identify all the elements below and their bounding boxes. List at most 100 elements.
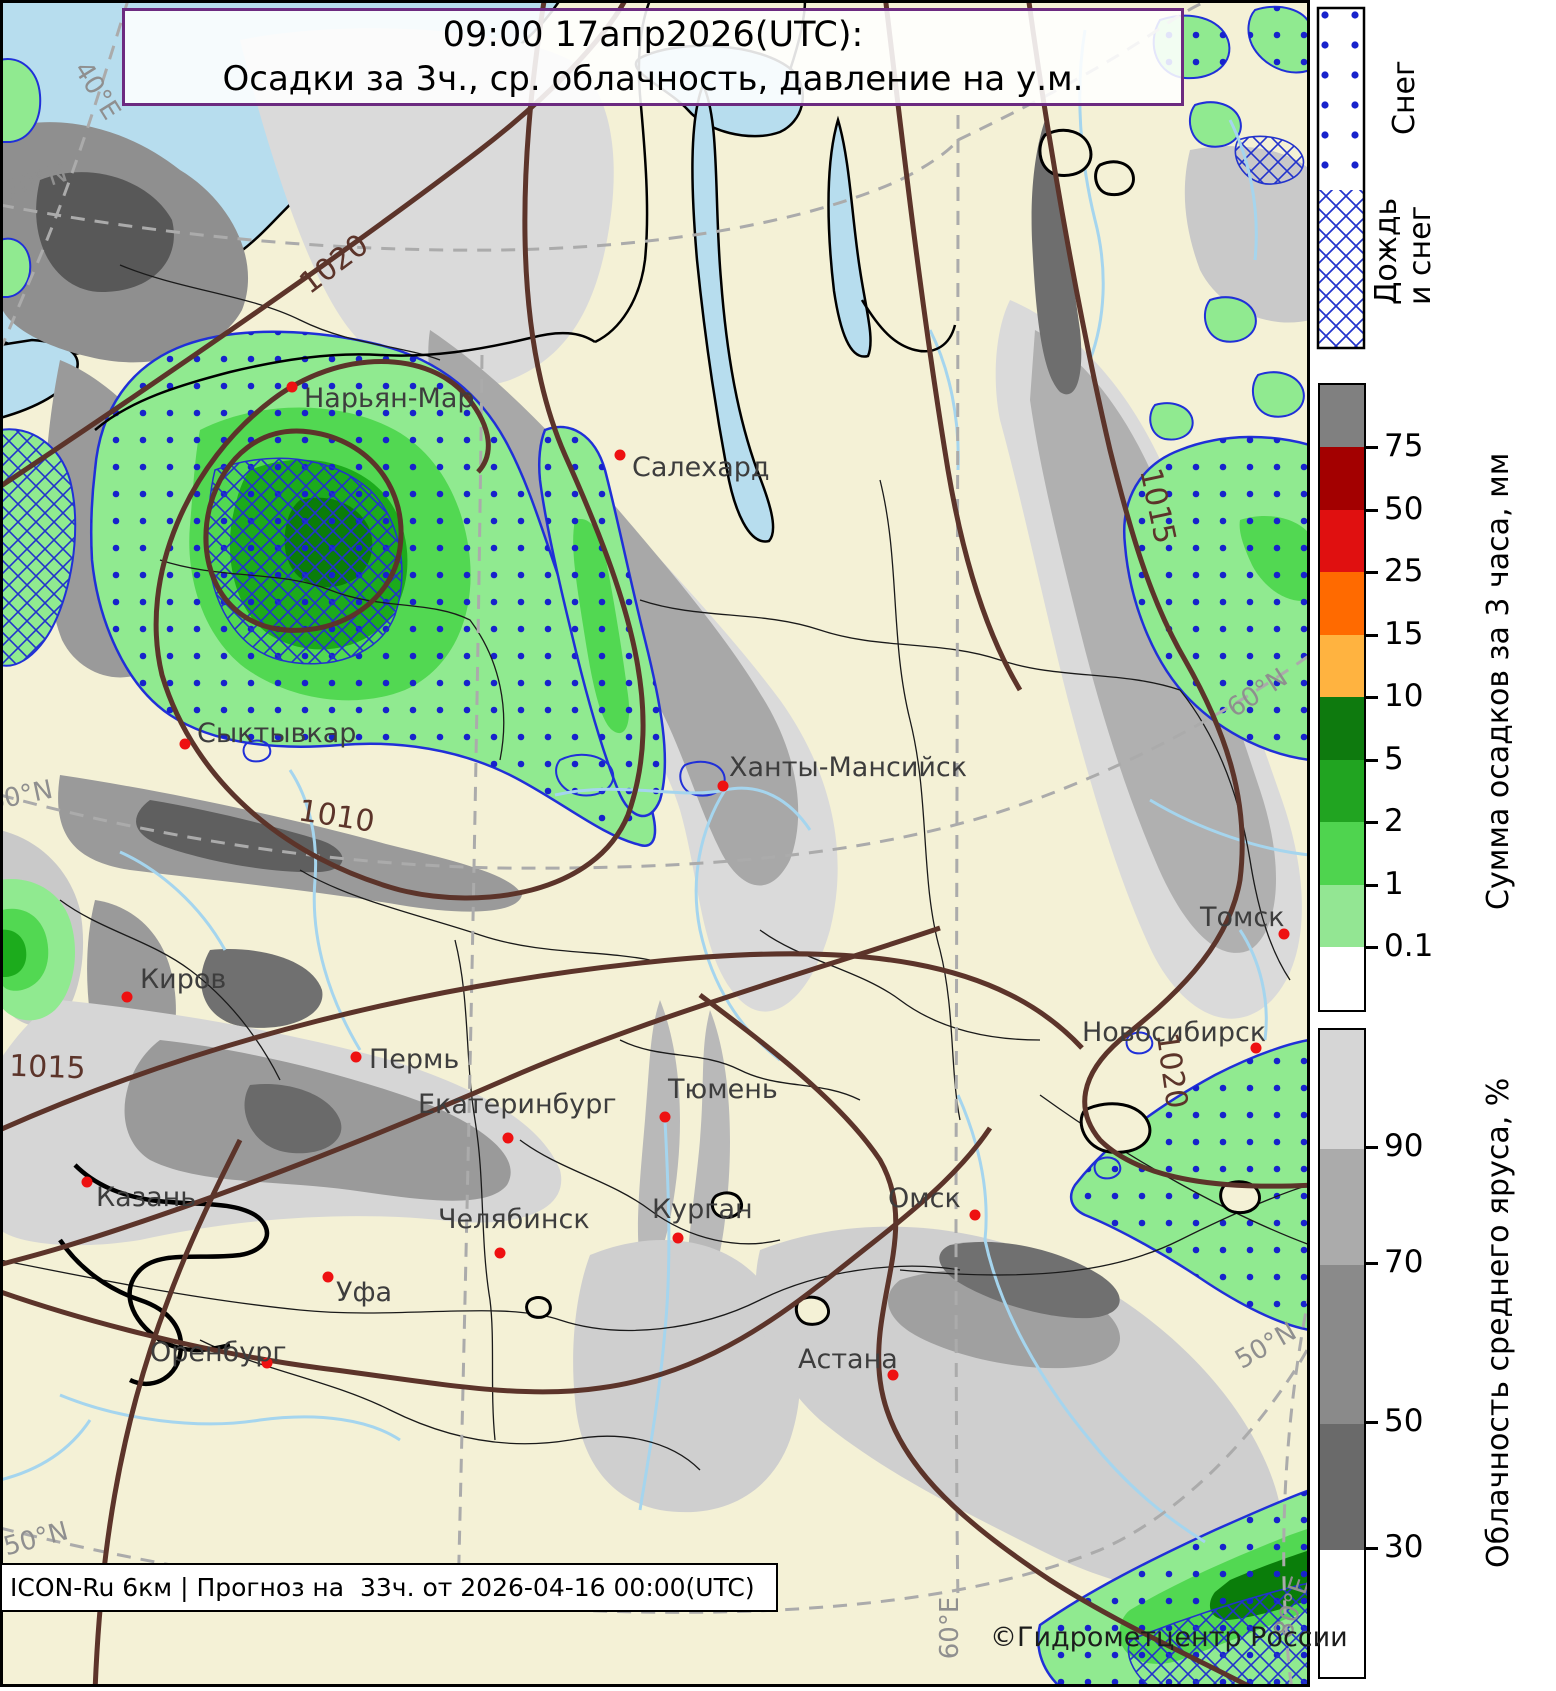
cloud-tick [1366, 1146, 1378, 1149]
precip-tick-label: 75 [1384, 428, 1424, 464]
cloud-tick-label: 90 [1384, 1128, 1424, 1164]
city-label: Оренбург [150, 1337, 287, 1368]
precip-type-legend [1316, 6, 1366, 350]
city-marker: Нарьян-Мар [286, 381, 475, 414]
precip-tick [1366, 446, 1378, 449]
map-title-box: 09:00 17апр2026(UTC): Осадки за 3ч., ср.… [122, 8, 1184, 106]
city-dot [887, 1369, 899, 1381]
city-label: Тюмень [667, 1074, 778, 1105]
precip-tick-label: 2 [1384, 803, 1404, 839]
precip-colorbar-segment [1320, 760, 1364, 822]
precip-colorbar-title: Сумма осадков за 3 часа, мм [1481, 452, 1516, 910]
city-marker: Челябинск [438, 1204, 590, 1259]
city-marker: Казань [81, 1176, 196, 1213]
city-dot [717, 780, 729, 792]
precip-tick-label: 25 [1384, 553, 1424, 589]
city-dot [286, 381, 298, 393]
title-datetime: 09:00 17апр2026(UTC): [442, 15, 864, 55]
isobars [0, 0, 1316, 1691]
city-dot [350, 1051, 362, 1063]
copyright-label: ©Гидрометцентр России [990, 1622, 1348, 1653]
city-marker: Ханты-Мансийск [717, 752, 967, 792]
city-label: Томск [1199, 902, 1285, 933]
city-label: Челябинск [438, 1204, 590, 1235]
legend-sidebar: Снег Дождь и снег 75 50 25 15 10 5 2 1 0… [1310, 0, 1556, 1687]
city-label: Новосибирск [1082, 1017, 1266, 1048]
precip-tick-label: 1 [1384, 866, 1404, 902]
graticule-label: 60°E [935, 1597, 965, 1660]
cloud-colorbar-segment [1320, 1265, 1364, 1424]
city-dot [969, 1209, 981, 1221]
city-label: Екатеринбург [418, 1089, 617, 1120]
graticule [0, 0, 1312, 1688]
rain-snow-label-line2: и снег [1403, 205, 1438, 305]
forecast-info-text: ICON-Ru 6км | Прогноз на 33ч. от 2026-04… [10, 1573, 755, 1602]
city-dot [81, 1176, 93, 1188]
city-marker: Астана [798, 1344, 899, 1381]
precip-tick-label: 0.1 [1384, 928, 1434, 964]
precip-colorbar-segment [1320, 447, 1364, 510]
city-label: Ханты-Мансийск [729, 752, 967, 783]
city-dot [179, 738, 191, 750]
admin-borders [0, 264, 1311, 1471]
snow-label: Снег [1387, 60, 1422, 135]
precip-colorbar-segment [1320, 385, 1364, 447]
precip-tick [1366, 571, 1378, 574]
city-dot [672, 1232, 684, 1244]
city-label: Сыктывкар [197, 718, 356, 749]
precip-tick [1366, 634, 1378, 637]
city-dot [502, 1132, 514, 1144]
city-marker: Курган [652, 1194, 753, 1244]
cloud-tick-label: 30 [1384, 1529, 1424, 1565]
precip-colorbar-segment [1320, 822, 1364, 885]
precip-colorbar [1318, 383, 1366, 1012]
map-canvas: 40°E 70°N 60°N 60°N 50°N 50°N 60°E 80°E … [0, 0, 1316, 1691]
city-dot [1278, 928, 1290, 940]
city-dot [322, 1271, 334, 1283]
precip-tick-label: 5 [1384, 741, 1404, 777]
precip-tick [1366, 509, 1378, 512]
precip-tick [1366, 821, 1378, 824]
precip-tick-label: 50 [1384, 491, 1424, 527]
precip-tick-label: 15 [1384, 616, 1424, 652]
cloud-colorbar-title: Облачность среднего яруса, % [1481, 1077, 1516, 1568]
precip-colorbar-segment [1320, 697, 1364, 760]
city-marker: Пермь [350, 1044, 459, 1075]
cloud-colorbar-segment [1320, 1030, 1364, 1149]
cloud-tick [1366, 1421, 1378, 1424]
city-marker: Оренбург [150, 1337, 287, 1369]
cloud-tick-label: 70 [1384, 1244, 1424, 1280]
city-marker: Омск [888, 1183, 981, 1221]
city-dot [614, 449, 626, 461]
weather-map: 40°E 70°N 60°N 60°N 50°N 50°N 60°E 80°E … [0, 0, 1316, 1691]
precip-colorbar-segment [1320, 510, 1364, 572]
precip-colorbar-segment [1320, 947, 1364, 1010]
city-label: Нарьян-Мар [304, 383, 475, 414]
precip-tick [1366, 884, 1378, 887]
city-label: Омск [888, 1183, 961, 1214]
city-label: Казань [96, 1182, 196, 1213]
cloud-colorbar-segment [1320, 1424, 1364, 1550]
precip-colorbar-segment [1320, 635, 1364, 697]
city-dot [261, 1357, 273, 1369]
city-label: Астана [798, 1344, 898, 1375]
city-label: Курган [652, 1194, 753, 1225]
city-marker: Уфа [322, 1271, 392, 1308]
rain-snow-label-line1: Дождь [1369, 197, 1404, 305]
precip-tick [1366, 696, 1378, 699]
precip-colorbar-segment [1320, 885, 1364, 947]
city-marker: Тюмень [659, 1074, 778, 1123]
city-label: Киров [140, 964, 226, 995]
cloud-tick [1366, 1262, 1378, 1265]
cloud-colorbar-segment [1320, 1550, 1364, 1677]
city-marker: Киров [121, 964, 226, 1003]
cloud-colorbar [1318, 1028, 1366, 1679]
city-marker: Салехард [614, 449, 770, 483]
rivers [0, 29, 1311, 1544]
city-dot [1250, 1042, 1262, 1054]
title-variables: Осадки за 3ч., ср. облачность, давление … [222, 59, 1084, 99]
city-label: Салехард [632, 452, 770, 483]
cloud-tick [1366, 1547, 1378, 1550]
city-marker: Томск [1199, 902, 1290, 940]
precip-colorbar-segment [1320, 572, 1364, 635]
